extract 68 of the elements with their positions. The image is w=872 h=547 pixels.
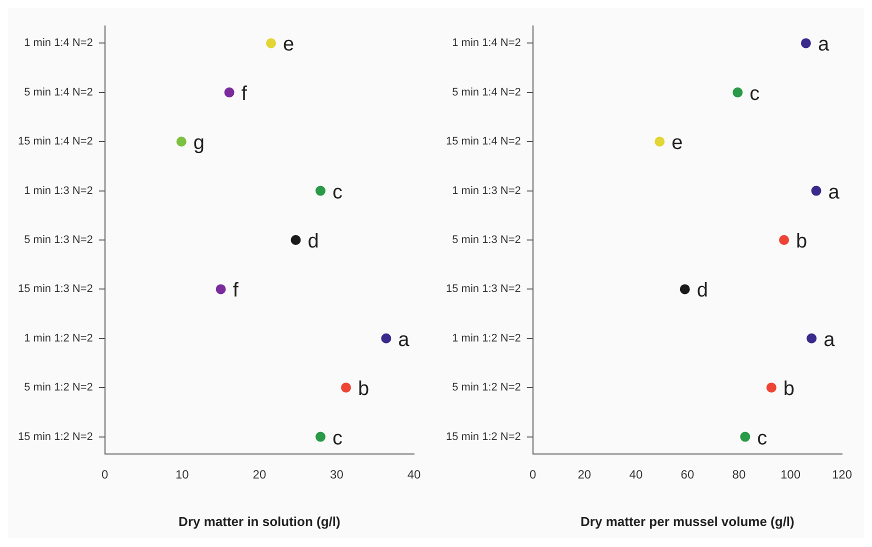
x-tick-label: 0	[530, 468, 537, 482]
y-tick-label: 5 min 1:2 N=2	[452, 382, 521, 394]
point	[779, 235, 790, 245]
y-tick-label: 5 min 1:4 N=2	[452, 86, 521, 98]
annotation: c	[750, 82, 760, 105]
y-tick-label: 15 min 1:3 N=2	[446, 283, 521, 296]
annotation: c	[757, 427, 768, 450]
point	[341, 382, 351, 393]
y-tick-label: 5 min 1:4 N=2	[24, 86, 93, 98]
y-tick-label: 5 min 1:3 N=2	[452, 234, 521, 246]
point	[216, 284, 226, 294]
y-tick-label: 15 min 1:2 N=2	[446, 430, 521, 443]
annotation: b	[796, 230, 808, 253]
x-tick-label: 20	[252, 468, 266, 482]
y-tick-label: 5 min 1:2 N=2	[24, 382, 93, 394]
y-tick-label: 1 min 1:4 N=2	[24, 37, 93, 50]
annotation: f	[241, 82, 248, 105]
y-tick-label: 15 min 1:3 N=2	[18, 283, 93, 296]
annotation: a	[824, 328, 836, 351]
y-tick-label: 15 min 1:4 N=2	[446, 136, 521, 148]
annotation: a	[398, 328, 410, 351]
y-tick-label: 15 min 1:4 N=2	[18, 136, 93, 148]
point	[800, 38, 811, 48]
annotation: d	[696, 280, 708, 302]
y-tick-label: 5 min 1:3 N=2	[24, 234, 93, 246]
y-tick-label: 1 min 1:3 N=2	[24, 184, 93, 197]
point	[224, 87, 234, 98]
annotation: d	[308, 230, 319, 253]
point	[266, 38, 276, 48]
point	[806, 333, 817, 344]
annotation: b	[783, 378, 795, 400]
annotation: c	[332, 427, 342, 450]
point	[654, 136, 665, 147]
point	[740, 432, 750, 442]
annotation: e	[672, 132, 683, 154]
x-axis-title: Dry matter per mussel volume (g/l)	[580, 514, 794, 529]
x-axis-title: Dry matter in solution (g/l)	[178, 514, 340, 529]
x-tick-label: 80	[732, 468, 746, 482]
y-tick-label: 1 min 1:2 N=2	[24, 332, 93, 344]
y-tick-label: 1 min 1:2 N=2	[452, 332, 521, 344]
annotation: e	[283, 34, 294, 56]
x-tick-label: 10	[176, 468, 190, 482]
annotation: f	[232, 280, 239, 302]
annotation: b	[358, 378, 370, 400]
y-tick-label: 15 min 1:2 N=2	[18, 430, 93, 443]
annotation: a	[818, 34, 830, 56]
point	[766, 382, 776, 393]
point	[811, 186, 822, 196]
point	[680, 284, 690, 294]
x-tick-label: 0	[102, 468, 109, 482]
y-tick-label: 1 min 1:3 N=2	[452, 184, 521, 197]
point	[176, 136, 186, 147]
x-tick-label: 40	[629, 468, 643, 482]
x-tick-label: 40	[407, 468, 421, 482]
annotation: g	[193, 132, 205, 154]
point	[290, 235, 301, 245]
point	[381, 333, 392, 344]
x-tick-label: 60	[680, 468, 694, 482]
y-tick-label: 1 min 1:4 N=2	[452, 37, 521, 50]
x-tick-label: 20	[578, 468, 592, 482]
x-tick-label: 30	[330, 468, 344, 482]
point	[316, 432, 326, 442]
annotation: a	[828, 181, 840, 204]
x-tick-label: 120	[832, 468, 852, 482]
annotation: c	[332, 181, 342, 204]
x-tick-label: 100	[780, 468, 801, 482]
point	[316, 186, 326, 196]
point	[732, 87, 743, 98]
